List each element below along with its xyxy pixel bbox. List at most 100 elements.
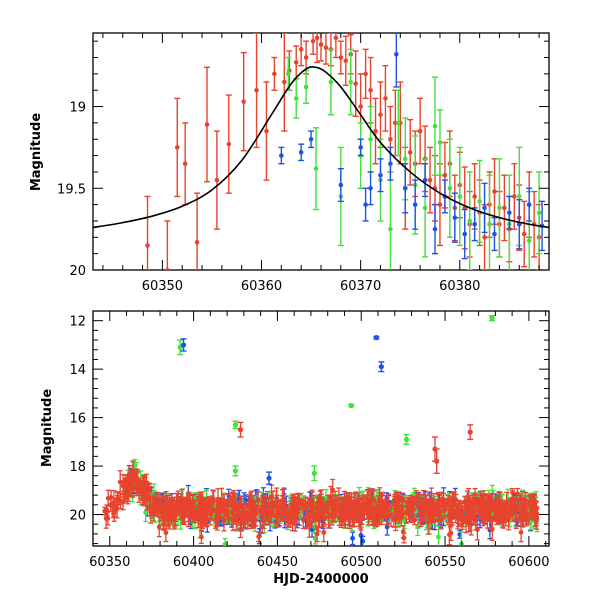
- top-data-point: [476, 159, 483, 243]
- bottom-data-point: [378, 361, 385, 373]
- top-data-point: [322, 33, 329, 65]
- bottom-data-point: [255, 491, 261, 510]
- bottom-data-point: [200, 504, 206, 527]
- bottom-data-point: [204, 498, 210, 515]
- bottom-data-point: [490, 501, 496, 512]
- top-data-point: [352, 50, 359, 118]
- bottom-data-point: [252, 508, 258, 527]
- top-data-point: [393, 33, 400, 88]
- bottom-data-point: [197, 500, 203, 522]
- bottom-x-tick-label: 60400: [173, 555, 214, 570]
- top-data-point: [516, 199, 523, 250]
- top-data-point: [253, 33, 260, 149]
- bottom-y-tick-label: 12: [69, 315, 86, 330]
- top-data-point: [506, 195, 513, 230]
- top-data-point: [372, 97, 379, 165]
- top-data-points: [144, 33, 546, 270]
- bottom-data-point: [414, 492, 420, 507]
- top-data-point: [278, 146, 285, 165]
- top-data-point: [347, 48, 354, 116]
- top-data-point: [496, 158, 503, 258]
- bottom-data-point: [227, 493, 233, 507]
- top-data-point: [407, 118, 414, 186]
- bottom-y-tick-label: 16: [69, 412, 86, 427]
- top-data-point: [263, 81, 270, 181]
- bottom-data-point: [242, 507, 248, 529]
- bottom-data-point: [311, 465, 318, 482]
- bottom-data-point: [256, 531, 262, 543]
- top-data-point: [204, 66, 210, 183]
- bottom-x-tick-label: 60600: [508, 555, 549, 570]
- bottom-data-point: [158, 503, 164, 514]
- top-data-point: [395, 89, 402, 157]
- top-data-point: [293, 78, 300, 119]
- bottom-data-point: [401, 532, 407, 544]
- bottom-data-point: [207, 502, 213, 526]
- top-data-point: [298, 33, 305, 67]
- bottom-data-point: [412, 514, 418, 526]
- top-data-point: [491, 216, 498, 252]
- bottom-data-point: [261, 498, 267, 509]
- top-data-point: [471, 207, 478, 242]
- bottom-data-point: [394, 501, 400, 521]
- bottom-x-tick-label: 60550: [424, 555, 465, 570]
- top-ticks: 60350 60360 60370 60380 19 19.5 20: [57, 33, 549, 294]
- bottom-data-point: [324, 501, 330, 513]
- bottom-data-point: [404, 500, 410, 513]
- bottom-data-point: [279, 489, 285, 513]
- bottom-data-point: [108, 497, 114, 512]
- bottom-data-point: [391, 495, 397, 506]
- top-data-point: [432, 76, 438, 176]
- top-data-point: [327, 48, 334, 116]
- bottom-data-point: [176, 498, 182, 509]
- bottom-data-point: [218, 498, 224, 521]
- bottom-plot-frame: [92, 310, 550, 547]
- bottom-data-point: [436, 525, 442, 546]
- bottom-data-point: [117, 470, 123, 495]
- bottom-data-point: [198, 529, 204, 545]
- bottom-data-point: [386, 493, 392, 518]
- top-data-point: [194, 192, 201, 270]
- bottom-x-axis-label: HJD-2400000: [273, 572, 368, 587]
- top-data-point: [526, 187, 533, 222]
- top-data-point: [417, 97, 424, 165]
- bottom-data-point: [295, 497, 301, 521]
- bottom-data-point: [349, 492, 355, 518]
- top-data-point: [402, 163, 409, 214]
- top-data-point: [436, 109, 443, 176]
- bottom-data-point: [433, 448, 440, 475]
- top-data-point: [298, 143, 305, 162]
- bottom-data-point: [527, 495, 533, 510]
- bottom-data-point: [231, 489, 237, 504]
- bottom-data-point: [152, 496, 158, 516]
- top-data-point: [486, 174, 493, 270]
- top-x-tick-label: 60380: [439, 279, 480, 294]
- top-data-point: [310, 33, 317, 55]
- bottom-data-point: [114, 498, 120, 519]
- bottom-clipped-points: [102, 315, 540, 546]
- bottom-data-point: [350, 531, 356, 546]
- bottom-data-point: [146, 482, 152, 498]
- top-data-point: [446, 138, 453, 239]
- top-y-axis-label: Magnitude: [29, 113, 44, 192]
- top-data-point: [377, 158, 384, 193]
- bottom-data-point: [489, 315, 495, 322]
- top-data-point: [240, 51, 247, 152]
- bottom-data-point: [248, 505, 254, 518]
- bottom-y-axis-label: Magnitude: [40, 389, 55, 468]
- top-data-point: [382, 64, 389, 132]
- top-data-point: [318, 33, 324, 62]
- bottom-data-point: [215, 488, 221, 511]
- bottom-data-point: [326, 504, 332, 529]
- bottom-data-point: [224, 502, 230, 520]
- bottom-data-point: [185, 504, 191, 528]
- top-data-point: [362, 187, 369, 222]
- bottom-data-point: [234, 502, 240, 515]
- bottom-data-point: [177, 339, 184, 356]
- top-data-point: [174, 97, 181, 198]
- bottom-data-point: [510, 493, 516, 512]
- bottom-x-tick-label: 60450: [257, 555, 298, 570]
- bottom-data-point: [211, 490, 217, 513]
- bottom-data-point: [348, 402, 355, 409]
